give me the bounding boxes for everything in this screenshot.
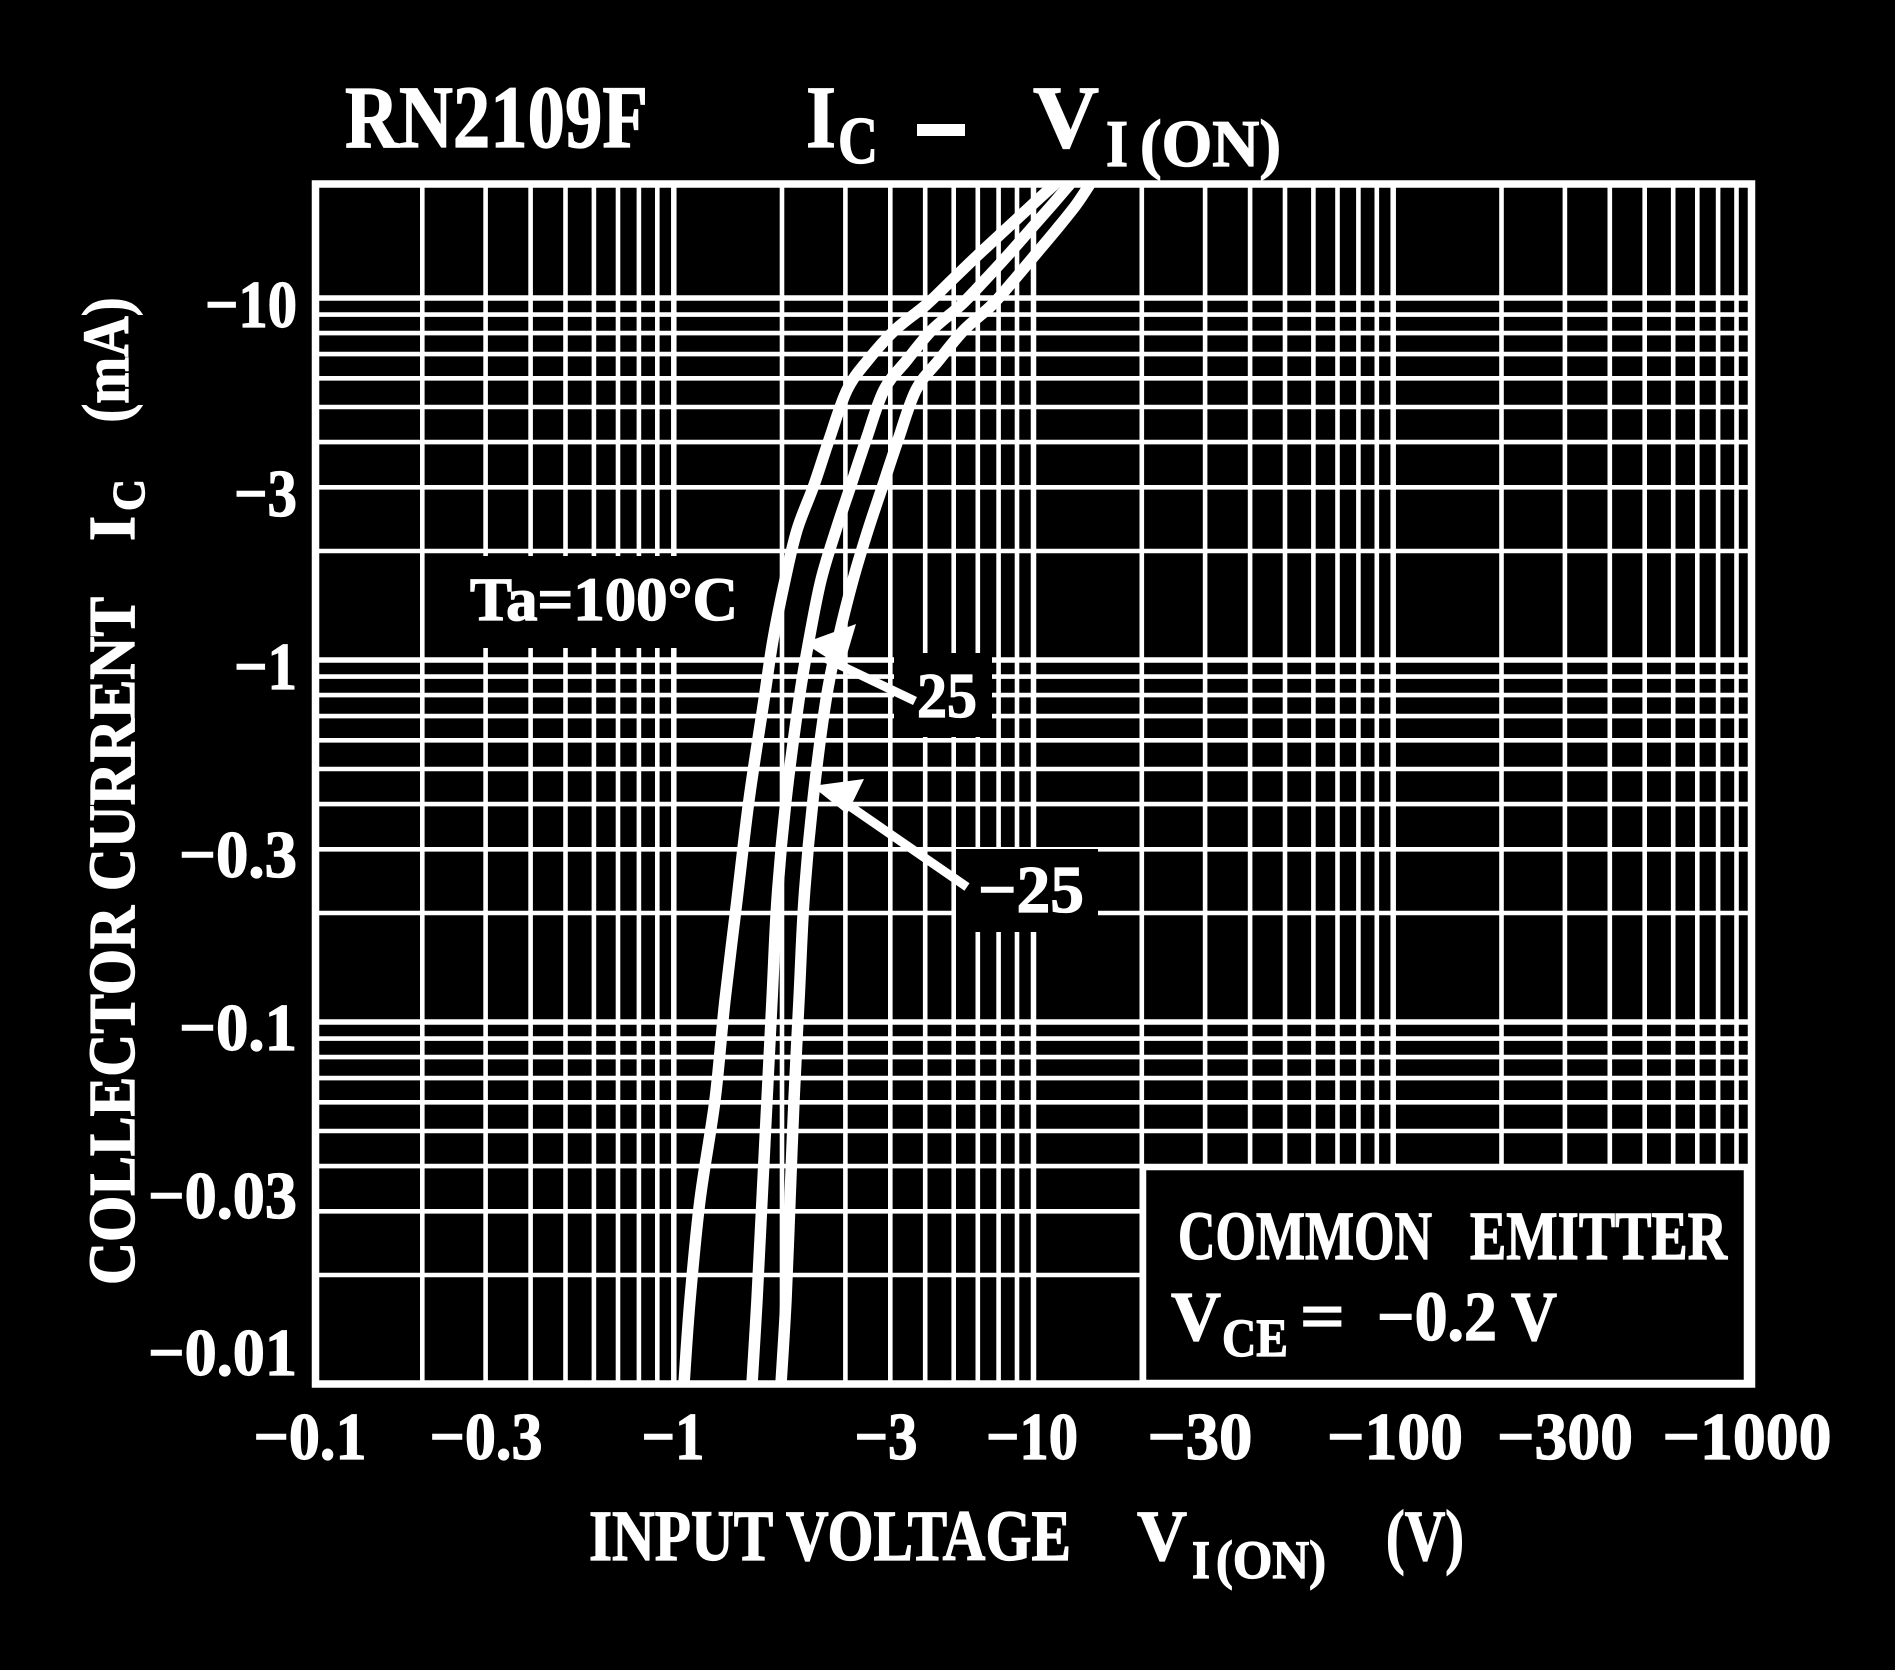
svg-text:COMMON: COMMON <box>1178 1198 1432 1274</box>
svg-text:−10: −10 <box>986 1400 1078 1474</box>
svg-text:V: V <box>1511 1279 1557 1356</box>
svg-text:I: I <box>806 69 836 167</box>
svg-text:C: C <box>838 104 878 178</box>
svg-text:−3: −3 <box>855 1400 918 1474</box>
svg-text:−100: −100 <box>1327 1400 1463 1474</box>
svg-text:−0.1: −0.1 <box>254 1400 367 1474</box>
svg-text:−0.3: −0.3 <box>430 1400 543 1474</box>
svg-text:−0.2: −0.2 <box>1377 1279 1497 1356</box>
svg-text:−1: −1 <box>234 630 297 704</box>
svg-text:I: I <box>1106 107 1128 181</box>
svg-text:V: V <box>1171 1279 1221 1356</box>
svg-text:−25: −25 <box>978 853 1084 927</box>
svg-text:Ta=100°C: Ta=100°C <box>470 567 738 634</box>
svg-text:−0.03: −0.03 <box>148 1159 297 1233</box>
svg-text:(ON): (ON) <box>1140 107 1281 181</box>
svg-text:V: V <box>1033 69 1099 167</box>
svg-text:I: I <box>1192 1530 1210 1590</box>
svg-text:=: = <box>1300 1279 1345 1356</box>
svg-text:(mA): (mA) <box>70 298 143 423</box>
svg-text:−30: −30 <box>1148 1400 1253 1474</box>
svg-text:−0.3: −0.3 <box>179 818 297 892</box>
svg-text:−1000: −1000 <box>1663 1400 1832 1474</box>
svg-text:−1: −1 <box>642 1400 705 1474</box>
svg-text:I: I <box>76 516 149 541</box>
svg-text:(ON): (ON) <box>1216 1530 1326 1590</box>
svg-text:C: C <box>103 479 154 511</box>
svg-text:−0.01: −0.01 <box>148 1316 297 1390</box>
svg-text:(V): (V) <box>1386 1496 1464 1576</box>
svg-text:25: 25 <box>917 660 977 731</box>
svg-text:−10: −10 <box>205 268 297 342</box>
svg-text:CE: CE <box>1222 1308 1288 1368</box>
svg-text:RN2109F: RN2109F <box>345 69 648 167</box>
svg-text:−0.1: −0.1 <box>179 991 297 1065</box>
svg-text:INPUT VOLTAGE: INPUT VOLTAGE <box>589 1496 1071 1576</box>
svg-text:EMITTER: EMITTER <box>1470 1198 1728 1274</box>
svg-text:V: V <box>1137 1496 1187 1576</box>
svg-text:COLLECTOR CURRENT: COLLECTOR CURRENT <box>76 597 149 1285</box>
svg-text:−3: −3 <box>234 457 297 531</box>
svg-text:−300: −300 <box>1497 1400 1633 1474</box>
